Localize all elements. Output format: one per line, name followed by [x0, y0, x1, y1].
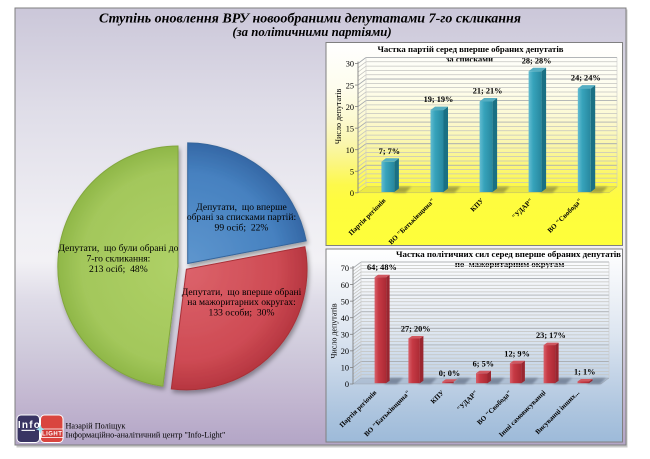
svg-text:по мажоритарним округам: по мажоритарним округам — [455, 259, 564, 269]
svg-text:213 осіб; 48%: 213 осіб; 48% — [89, 264, 148, 275]
svg-text:15: 15 — [346, 124, 354, 133]
svg-text:Назарій Поліщук: Назарій Поліщук — [66, 421, 126, 430]
svg-text:27; 20%: 27; 20% — [401, 325, 431, 334]
svg-text:за списками: за списками — [446, 54, 493, 64]
svg-text:Info: Info — [18, 420, 41, 431]
svg-text:0: 0 — [345, 380, 349, 389]
svg-text:23; 17%: 23; 17% — [536, 331, 566, 340]
svg-text:(за політичними партіями): (за політичними партіями) — [232, 25, 391, 39]
svg-text:21; 21%: 21; 21% — [473, 87, 503, 96]
svg-text:7-го скликання:: 7-го скликання: — [86, 254, 150, 265]
svg-text:30: 30 — [346, 60, 354, 69]
svg-text:24; 24%: 24; 24% — [571, 74, 601, 83]
svg-text:50: 50 — [341, 297, 349, 306]
svg-text:Депутати, що були обрані до: Депутати, що були обрані до — [58, 243, 178, 254]
svg-text:40: 40 — [341, 314, 349, 323]
svg-text:99 осіб; 22%: 99 осіб; 22% — [215, 222, 269, 233]
svg-text:Депутати, що вперше обрані: Депутати, що вперше обрані — [182, 287, 302, 298]
svg-text:Ступінь оновлення ВРУ новообра: Ступінь оновлення ВРУ новообраними депут… — [99, 12, 521, 27]
svg-text:20: 20 — [341, 347, 349, 356]
svg-text:Число депутатів: Число депутатів — [334, 88, 343, 144]
svg-text:28; 28%: 28; 28% — [522, 56, 552, 65]
svg-text:Число депутатів: Число депутатів — [330, 303, 339, 359]
svg-text:0; 0%: 0; 0% — [439, 369, 460, 378]
svg-text:10: 10 — [341, 364, 349, 373]
svg-text:5: 5 — [350, 167, 354, 176]
svg-text:7; 7%: 7; 7% — [379, 147, 400, 156]
svg-text:Інформаційно-аналітичний центр: Інформаційно-аналітичний центр "Info-Lig… — [66, 431, 226, 440]
svg-text:30: 30 — [341, 330, 349, 339]
svg-text:6; 5%: 6; 5% — [473, 359, 494, 368]
svg-text:70: 70 — [341, 264, 349, 273]
svg-text:25: 25 — [346, 81, 354, 90]
svg-text:1; 1%: 1; 1% — [574, 368, 595, 377]
svg-text:на мажоритарних округах:: на мажоритарних округах: — [187, 297, 296, 308]
svg-text:12; 9%: 12; 9% — [504, 349, 530, 358]
svg-text:обрані за списками партій:: обрані за списками партій: — [187, 212, 296, 223]
svg-text:0: 0 — [350, 189, 354, 198]
svg-text:LIGHT: LIGHT — [42, 432, 63, 438]
svg-text:Частка партій серед вперше обр: Частка партій серед вперше обраних депут… — [378, 44, 564, 54]
svg-text:64; 48%: 64; 48% — [367, 263, 397, 272]
svg-text:10: 10 — [346, 146, 354, 155]
svg-text:Депутати, що вперше: Депутати, що вперше — [196, 202, 287, 213]
svg-text:60: 60 — [341, 281, 349, 290]
svg-text:20: 20 — [346, 103, 354, 112]
svg-text:Частка політичних сил серед вп: Частка політичних сил серед вперше обран… — [396, 249, 621, 259]
svg-text:19; 19%: 19; 19% — [424, 95, 454, 104]
svg-text:133 особи; 30%: 133 особи; 30% — [209, 307, 275, 318]
